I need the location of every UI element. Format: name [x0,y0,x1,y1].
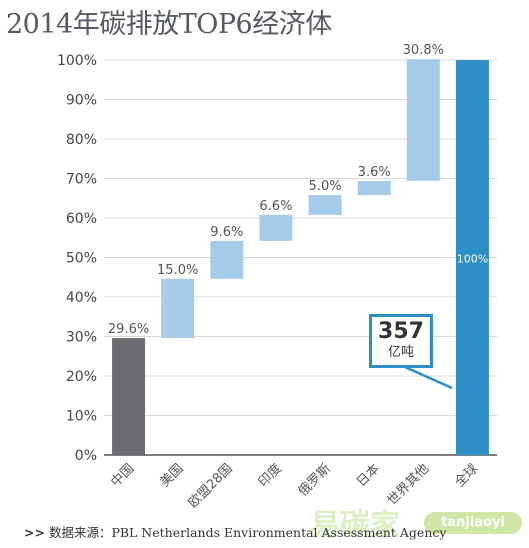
bar-6 [406,59,440,181]
bar-3 [259,214,293,241]
y-tick-label: 40% [66,290,97,306]
callout-pointer [404,365,453,390]
source-text: 数据来源：PBL Netherlands Environmental Asses… [48,525,447,540]
data-labels: 29.6% 15.0% 9.6% 6.6% 5.0% 3.6% 30.8% 100% [108,43,488,337]
y-tick-label: 30% [66,330,97,346]
bar-4 [308,195,342,215]
chart-title: 2014年碳排放TOP6经济体 [6,9,332,40]
bar-5 [357,180,391,196]
bar-2 [210,240,244,279]
y-tick-label: 100% [57,53,97,69]
x-tick-label: 俄罗斯 [296,461,334,499]
x-tick-label: 日本 [354,461,383,490]
bars [112,59,489,455]
y-tick-label: 20% [66,369,97,385]
y-tick-label: 80% [66,132,97,148]
x-tick-label: 中国 [108,461,137,490]
x-axis-ticks: 中国 美国 欧盟28国 印度 俄罗斯 日本 世界其他 全球 [108,461,481,512]
data-label: 100% [457,253,488,266]
x-tick-label: 印度 [255,461,285,491]
data-label: 30.8% [403,43,444,58]
watermark-badge: tanjiaoyi [424,512,522,534]
data-label: 3.6% [358,165,391,180]
x-tick-label: 全球 [452,461,482,491]
source-prefix: >> [24,525,45,540]
x-tick-label: 美国 [158,461,187,490]
watermark-logo: 易碳家 [310,508,400,543]
data-label: 15.0% [157,263,198,278]
bar-1 [161,278,195,339]
y-axis-ticks: 0% 10% 20% 30% 40% 50% 60% 70% 80% 90% 100% [57,53,97,464]
x-tick-label: 欧盟28国 [186,461,236,511]
bar-0 [112,338,146,455]
y-tick-label: 70% [66,172,97,188]
data-label: 29.6% [108,322,149,337]
data-label: 5.0% [309,179,342,194]
y-tick-label: 90% [66,93,97,109]
source-note: >> 数据来源：PBL Netherlands Environmental As… [24,522,446,541]
y-tick-label: 50% [66,251,97,267]
y-tick-label: 10% [66,409,97,425]
y-tick-label: 60% [66,211,97,227]
callout-unit: 亿吨 [387,345,414,360]
callout-value: 357 [378,319,424,344]
data-label: 6.6% [259,199,292,214]
bar-total [455,60,489,455]
y-tick-label: 0% [75,448,97,464]
data-label: 9.6% [210,225,243,240]
total-callout: 357 亿吨 [369,314,433,368]
